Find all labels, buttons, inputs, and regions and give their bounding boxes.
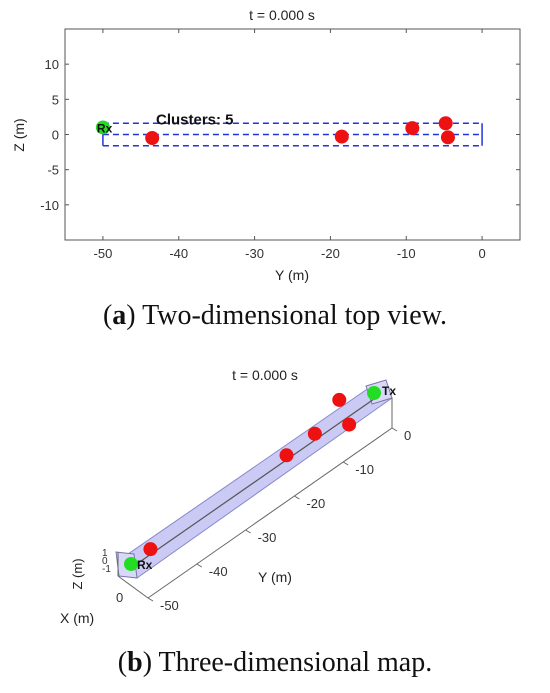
- caption-a-letter: a: [112, 300, 127, 331]
- chart-b-ytick-label: -20: [306, 496, 325, 511]
- cluster-point-a: [405, 121, 420, 136]
- clusters-annotation: Clusters: 5: [156, 112, 234, 129]
- chart-a-xtick-label: 0: [478, 246, 485, 261]
- tx-label-b: Tx: [382, 384, 396, 398]
- chart-b-ytick-mark: [342, 461, 349, 466]
- chart-b-ytick-label: -40: [209, 564, 228, 579]
- chart-a-xtick-label: -40: [169, 246, 188, 261]
- chart-a-ytick-label: -10: [40, 198, 59, 213]
- chart-b-ytick-mark: [294, 495, 300, 500]
- transmitter-marker-b: [367, 386, 381, 400]
- cluster-point-b: [332, 392, 347, 407]
- chart-b-xtick-label: 0: [116, 590, 123, 605]
- cluster-point-a: [440, 130, 455, 145]
- chart-top-view: t = 0.000 s Y (m) Z (m) -50 -40 -30 -20 -10 0…: [11, 7, 521, 283]
- cluster-point-b: [307, 426, 322, 441]
- chart-a-xtick-label: -50: [94, 246, 113, 261]
- tube-center-line: [130, 398, 375, 569]
- cluster-point-a: [438, 116, 453, 131]
- caption-b: (b) Three-dimensional map.: [117, 647, 433, 678]
- caption-a-text: Two-dimensional top view.: [135, 300, 448, 331]
- chart-a-xtick-label: -30: [245, 246, 264, 261]
- cluster-point-a: [334, 129, 349, 144]
- caption-a: (a) Two-dimensional top view.: [102, 300, 448, 331]
- chart-b-ytick-label: -30: [258, 530, 277, 545]
- chart-b-ztick-label: -1: [102, 564, 111, 575]
- chart-a-xtick-label: -10: [397, 246, 416, 261]
- chart-a-ytick-label: 10: [45, 57, 59, 72]
- rx-label-a: Rx: [97, 121, 113, 135]
- chart-a-xlabel: Y (m): [275, 267, 309, 283]
- y-axis-line: [147, 427, 393, 599]
- caption-b-letter: b: [127, 647, 143, 678]
- chart-b-ytick-mark: [147, 597, 154, 602]
- cluster-point-b: [279, 448, 294, 463]
- cluster-point-b: [143, 542, 158, 557]
- chart-b-ztick-label: 1: [102, 548, 108, 559]
- chart-a-ylabel: Z (m): [11, 118, 27, 151]
- chart-a-title: t = 0.000 s: [249, 7, 315, 23]
- caption-b-text: Three-dimensional map.: [152, 647, 433, 678]
- x-axis-line: [117, 575, 149, 599]
- chart-b-ytick-label: -10: [355, 462, 374, 477]
- receiver-marker-a: [95, 120, 110, 135]
- rx-label-b: Rx: [137, 558, 153, 572]
- chart-b-ytick-mark: [196, 563, 203, 568]
- chart-a-ytick-label: -5: [47, 163, 59, 178]
- chart-b-ytick-mark: [245, 529, 251, 534]
- chart-b-ytick-label: 0: [404, 428, 411, 443]
- chart-b-zlabel: Z (m): [70, 558, 85, 589]
- chart-a-ytick-label: 5: [52, 92, 59, 107]
- cluster-point-a: [145, 131, 160, 146]
- chart-b-ylabel: Y (m): [258, 569, 292, 585]
- receiver-marker-b: [124, 557, 138, 571]
- chart-b-ztick-label: 0: [102, 556, 108, 567]
- chart-a-xtick-label: -20: [321, 246, 340, 261]
- chart-b-xlabel: X (m): [60, 610, 94, 626]
- chart-a-ytick-label: 0: [52, 128, 59, 143]
- chart-b-title: t = 0.000 s: [232, 367, 298, 383]
- chart-b-ytick-label: -50: [160, 598, 179, 613]
- cluster-point-b: [342, 417, 357, 432]
- chart-b-ytick-mark: [391, 427, 398, 432]
